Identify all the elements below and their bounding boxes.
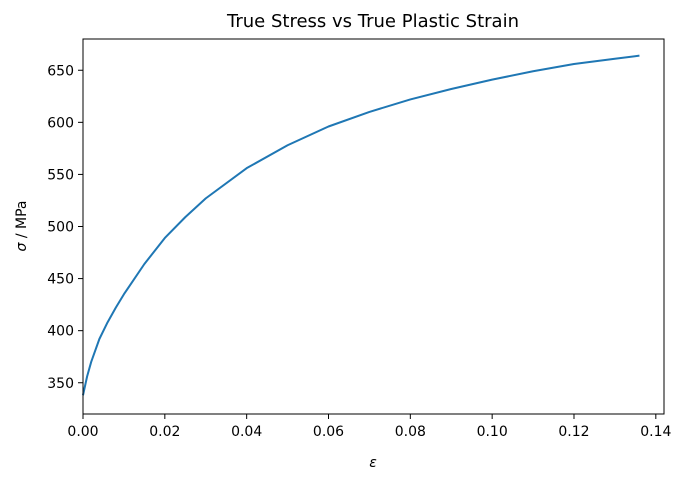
y-axis-label-symbol: σ <box>14 241 30 251</box>
y-tick-label: 450 <box>47 272 74 288</box>
x-tick-label: 0.08 <box>395 424 426 440</box>
y-tick-label: 600 <box>47 115 74 131</box>
plot-area <box>82 54 640 396</box>
y-tick-label: 400 <box>47 324 74 340</box>
x-axis-label-symbol: ε <box>369 455 377 471</box>
chart-title: True Stress vs True Plastic Strain <box>226 11 519 32</box>
series-line <box>82 54 640 396</box>
x-axis-label: ε <box>369 455 377 471</box>
x-tick-label: 0.04 <box>231 424 262 440</box>
x-tick-label: 0.10 <box>477 424 508 440</box>
x-tick-label: 0.02 <box>149 424 180 440</box>
x-tick-label: 0.14 <box>640 424 671 440</box>
y-tick-label: 350 <box>47 376 74 392</box>
y-axis-label: σ / MPa <box>14 201 30 252</box>
y-tick-label: 500 <box>47 220 74 236</box>
x-axis-ticks: 0.00 0.02 0.04 0.06 0.08 0.10 0.12 0.14 <box>67 414 671 440</box>
y-axis-ticks: 350 400 450 500 550 600 650 <box>47 63 83 392</box>
x-tick-label: 0.00 <box>67 424 98 440</box>
plot-frame <box>82 38 665 415</box>
y-tick-label: 550 <box>47 167 74 183</box>
y-tick-label: 650 <box>47 63 74 79</box>
x-tick-label: 0.06 <box>313 424 344 440</box>
y-axis-label-unit: / MPa <box>14 201 30 243</box>
x-tick-label: 0.12 <box>558 424 589 440</box>
